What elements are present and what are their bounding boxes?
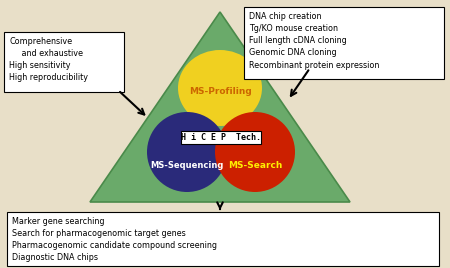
- FancyBboxPatch shape: [4, 32, 124, 92]
- Circle shape: [215, 112, 295, 192]
- Polygon shape: [90, 12, 350, 202]
- Text: MS-Search: MS-Search: [228, 162, 282, 170]
- Text: Comprehensive
     and exhaustive
High sensitivity
High reproducibility: Comprehensive and exhaustive High sensit…: [9, 37, 88, 83]
- Text: H i C E P  Tech.: H i C E P Tech.: [181, 132, 261, 142]
- Text: Marker gene searching
Search for pharmacogenomic target genes
Pharmacogenomic ca: Marker gene searching Search for pharmac…: [12, 217, 217, 262]
- Text: DNA chip creation
Tg/KO mouse creation
Full length cDNA cloning
Genomic DNA clon: DNA chip creation Tg/KO mouse creation F…: [249, 12, 379, 70]
- FancyBboxPatch shape: [181, 131, 261, 143]
- Ellipse shape: [178, 50, 262, 126]
- Text: MS-Profiling: MS-Profiling: [189, 87, 252, 95]
- Text: MS-Sequencing: MS-Sequencing: [150, 162, 224, 170]
- Circle shape: [147, 112, 227, 192]
- FancyBboxPatch shape: [244, 7, 444, 79]
- FancyBboxPatch shape: [7, 212, 439, 266]
